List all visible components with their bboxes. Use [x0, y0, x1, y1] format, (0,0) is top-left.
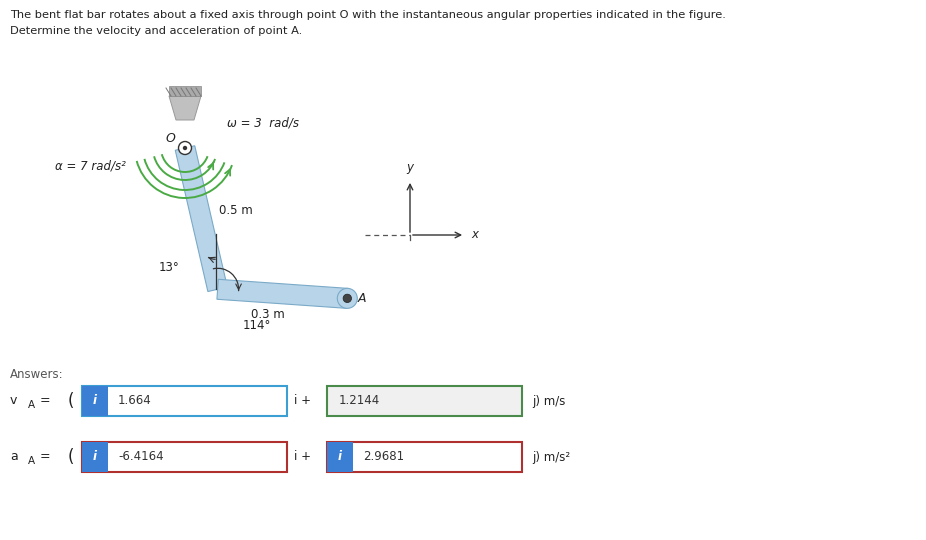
Text: i +: i +: [294, 395, 311, 408]
Text: O: O: [165, 132, 175, 145]
Circle shape: [344, 294, 352, 302]
Text: 0.3 m: 0.3 m: [251, 308, 284, 321]
Bar: [82, 386, 287, 416]
Circle shape: [179, 141, 192, 154]
Bar: [327, 386, 522, 416]
Text: i: i: [338, 450, 342, 463]
Polygon shape: [217, 279, 348, 308]
Text: (: (: [68, 392, 74, 410]
Text: i: i: [93, 450, 97, 463]
Text: a: a: [10, 450, 18, 463]
Bar: [82, 442, 108, 472]
Text: Determine the velocity and acceleration of point A.: Determine the velocity and acceleration …: [10, 26, 302, 36]
Text: A: A: [357, 292, 366, 305]
Bar: [327, 442, 522, 472]
Bar: [82, 386, 108, 416]
Text: i +: i +: [294, 450, 311, 463]
Polygon shape: [169, 96, 201, 120]
Text: j) m/s: j) m/s: [532, 395, 566, 408]
Text: 13°: 13°: [159, 261, 180, 274]
Bar: [82, 442, 287, 472]
Text: A: A: [28, 400, 35, 410]
Text: α = 7 rad/s²: α = 7 rad/s²: [55, 159, 126, 172]
Text: A: A: [28, 456, 35, 466]
Text: i: i: [93, 395, 97, 408]
Text: 2.9681: 2.9681: [363, 450, 404, 463]
Text: j) m/s²: j) m/s²: [532, 450, 570, 463]
Bar: [169, 86, 201, 96]
Text: x: x: [471, 228, 478, 241]
Bar: [327, 442, 353, 472]
Text: 0.5 m: 0.5 m: [219, 204, 253, 217]
Text: 1.2144: 1.2144: [339, 395, 381, 408]
Text: 114°: 114°: [243, 319, 271, 332]
Text: y: y: [407, 161, 414, 174]
Circle shape: [337, 288, 357, 308]
Text: ω = 3  rad/s: ω = 3 rad/s: [227, 117, 299, 130]
Text: Answers:: Answers:: [10, 368, 64, 381]
Text: =: =: [40, 395, 51, 408]
Text: 1.664: 1.664: [118, 395, 152, 408]
Text: =: =: [40, 450, 51, 463]
Polygon shape: [175, 146, 228, 292]
Circle shape: [182, 146, 187, 150]
Text: v: v: [10, 395, 18, 408]
Text: -6.4164: -6.4164: [118, 450, 164, 463]
Text: (: (: [68, 448, 74, 466]
Text: The bent flat bar rotates about a fixed axis through point O with the instantane: The bent flat bar rotates about a fixed …: [10, 10, 726, 20]
